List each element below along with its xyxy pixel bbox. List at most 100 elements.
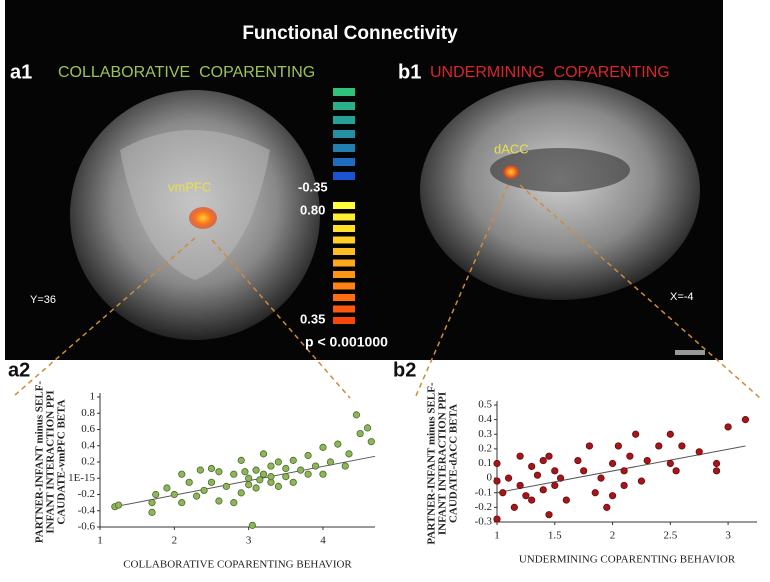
point: [363, 424, 372, 432]
title: Functional Connectivity: [242, 23, 458, 44]
y-tick-label: 0.2: [81, 456, 95, 468]
region-label: vmPFC: [168, 179, 211, 194]
colorbar-swatch: [333, 294, 355, 301]
colorbar-swatch: [333, 248, 355, 255]
region-label: dACC: [494, 141, 529, 156]
y-tick-label: 1: [90, 391, 96, 403]
point: [114, 501, 123, 509]
point: [148, 499, 156, 507]
point: [603, 503, 611, 511]
y-tick-label: 0.4: [81, 439, 95, 451]
point: [245, 481, 253, 489]
point: [522, 492, 530, 500]
point: [551, 481, 559, 490]
point: [215, 497, 223, 505]
y-axis-label: CAUDATE-vmPFC BETA: [56, 399, 68, 524]
point: [222, 482, 230, 490]
point: [493, 459, 501, 468]
y-tick-label: 0.5: [478, 399, 492, 411]
panel-tag: b2: [393, 359, 416, 381]
point: [170, 490, 178, 499]
point: [267, 462, 275, 470]
point: [196, 466, 204, 474]
point: [655, 442, 663, 450]
coord-label: X=-4: [670, 291, 694, 303]
x-tick-label: 4: [320, 535, 326, 547]
point: [200, 486, 208, 495]
point: [528, 462, 536, 471]
point: [207, 464, 216, 473]
point: [545, 511, 553, 519]
point: [597, 474, 605, 482]
x-tick-label: 1.5: [548, 530, 562, 542]
point: [574, 456, 582, 465]
y-tick-label: -0.1: [475, 486, 492, 498]
point: [539, 456, 547, 465]
y-axis-label: PARTNER-INFANT minus SELF-: [426, 382, 438, 545]
point: [334, 440, 342, 448]
point: [678, 442, 686, 450]
point: [319, 470, 327, 478]
y-axis-label: INFANT INTERACTION PPI: [45, 390, 57, 533]
point: [304, 451, 312, 460]
point: [666, 459, 674, 468]
connector: [14, 184, 761, 399]
y-tick-label: 0.4: [478, 413, 492, 425]
point: [341, 462, 349, 470]
point: [637, 477, 646, 485]
point: [533, 471, 542, 479]
point: [289, 478, 297, 486]
point: [666, 430, 674, 438]
point: [712, 459, 721, 468]
point: [580, 467, 588, 475]
point: [267, 473, 275, 481]
x-tick-label: 1: [494, 530, 500, 542]
point: [237, 489, 245, 497]
point: [493, 515, 501, 523]
point: [608, 459, 617, 468]
point: [551, 467, 559, 475]
point: [695, 448, 703, 456]
x-axis-label: COLLABORATIVE COPARENTING BEHAVIOR: [123, 559, 352, 571]
point: [556, 474, 565, 482]
panel-label: UNDERMINING COPARENTING: [430, 64, 670, 81]
point: [256, 476, 264, 484]
colorbar-swatch: [333, 116, 355, 124]
point: [241, 468, 249, 476]
point: [289, 456, 297, 464]
point: [585, 442, 594, 450]
point: [274, 458, 282, 466]
y-tick-label: -0.3: [475, 516, 493, 528]
point: [326, 458, 335, 466]
y-tick-label: 1E-15: [68, 472, 95, 484]
x-tick-label: 2: [172, 535, 178, 547]
brain-detail: [490, 148, 630, 192]
point: [620, 467, 628, 475]
point: [741, 416, 750, 424]
panel-tag: a1: [10, 61, 32, 83]
x-tick-label: 2: [610, 530, 616, 542]
colorbar-swatch: [333, 88, 355, 96]
point: [207, 478, 216, 486]
colorbar-swatch: [333, 271, 355, 278]
colorbar-swatch: [333, 202, 355, 209]
x-axis-label: UNDERMINING COPARENTING BEHAVIOR: [519, 554, 736, 566]
point: [672, 467, 680, 475]
point: [193, 492, 201, 500]
point: [356, 429, 364, 438]
point: [259, 470, 268, 478]
colorbar-label: 0.35: [300, 311, 325, 326]
point: [516, 452, 524, 460]
x-tick-label: 3: [725, 530, 731, 542]
colorbar-swatch: [333, 144, 355, 152]
colorbar-swatch: [333, 158, 355, 166]
point: [178, 499, 186, 507]
y-tick-label: 0.8: [81, 407, 95, 419]
y-axis-label: PARTNER-INFANT minus SELF-: [34, 381, 46, 544]
point: [632, 430, 640, 438]
point: [345, 450, 353, 458]
y-tick-label: 0.6: [81, 423, 95, 435]
point: [504, 474, 513, 482]
panel-tag: a2: [8, 359, 30, 381]
colorbar-label: 0.80: [300, 202, 325, 217]
